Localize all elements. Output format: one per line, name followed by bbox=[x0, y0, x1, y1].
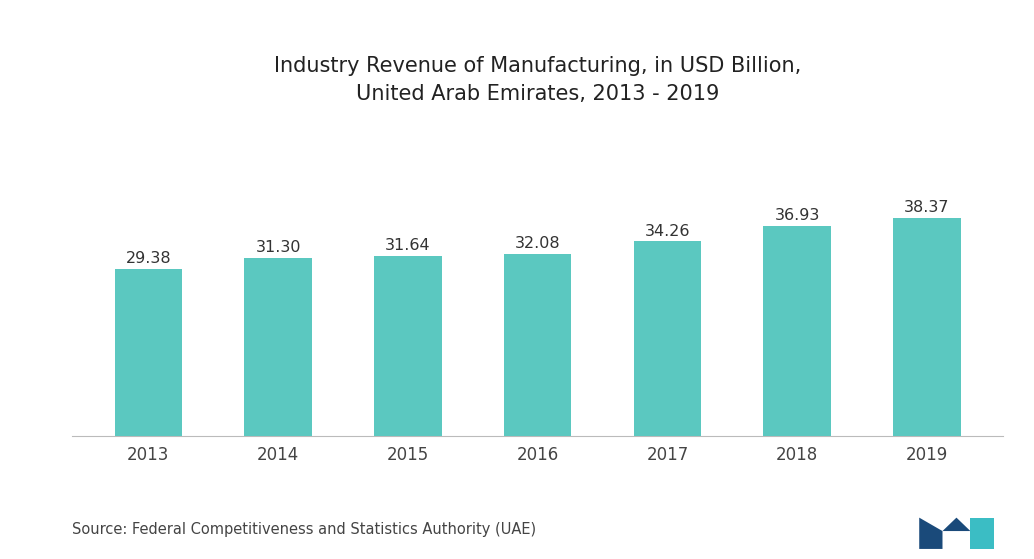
Text: 31.64: 31.64 bbox=[385, 239, 431, 253]
Text: 32.08: 32.08 bbox=[515, 236, 560, 251]
Text: 36.93: 36.93 bbox=[774, 209, 820, 224]
Bar bbox=[763, 226, 831, 436]
Polygon shape bbox=[970, 518, 994, 531]
Bar bbox=[893, 218, 961, 436]
Text: 31.30: 31.30 bbox=[255, 240, 301, 255]
Title: Industry Revenue of Manufacturing, in USD Billion,
United Arab Emirates, 2013 - : Industry Revenue of Manufacturing, in US… bbox=[274, 56, 801, 104]
Bar bbox=[504, 254, 572, 436]
Text: Source: Federal Competitiveness and Statistics Authority (UAE): Source: Federal Competitiveness and Stat… bbox=[72, 522, 537, 537]
Bar bbox=[115, 269, 182, 436]
Polygon shape bbox=[943, 518, 970, 531]
Bar bbox=[634, 241, 701, 436]
Text: 29.38: 29.38 bbox=[125, 252, 172, 266]
Text: 34.26: 34.26 bbox=[644, 224, 690, 239]
Polygon shape bbox=[970, 531, 994, 549]
Bar bbox=[244, 258, 312, 436]
Bar bbox=[374, 256, 442, 436]
Text: 38.37: 38.37 bbox=[904, 200, 949, 215]
Polygon shape bbox=[919, 518, 943, 549]
